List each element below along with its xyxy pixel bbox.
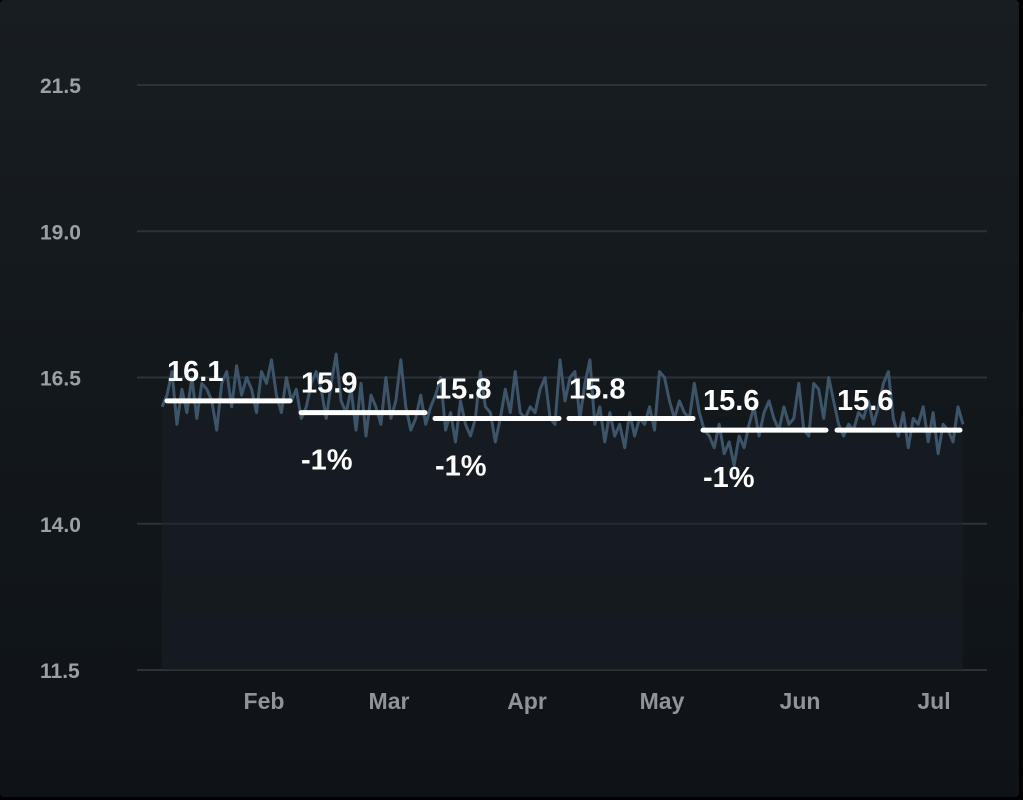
- monthly-average-label: 15.6: [837, 385, 893, 417]
- x-tick-label: May: [640, 688, 685, 714]
- monthly-change-label: -1%: [703, 462, 755, 494]
- y-tick-label: 19.0: [40, 221, 81, 244]
- monthly-average-label: 16.1: [167, 356, 223, 388]
- x-tick-label: Jun: [780, 688, 821, 714]
- y-tick-label: 16.5: [40, 368, 81, 391]
- y-tick-label: 14.0: [40, 514, 81, 537]
- x-tick-label: Mar: [369, 688, 410, 714]
- monthly-average-label: 15.6: [703, 385, 759, 417]
- series-line: [160, 352, 965, 467]
- x-tick-label: Jul: [917, 688, 950, 714]
- y-tick-label: 11.5: [40, 660, 80, 683]
- x-tick-label: Feb: [244, 688, 285, 714]
- monthly-average-label: 15.8: [569, 373, 625, 405]
- y-tick-label: 21.5: [40, 75, 81, 98]
- monthly-change-label: -1%: [301, 445, 353, 477]
- series-area: [162, 354, 963, 670]
- monthly-change-label: -1%: [435, 450, 487, 482]
- monthly-average-label: 15.9: [301, 368, 357, 400]
- monthly-average-label: 15.8: [435, 373, 491, 405]
- x-tick-label: Apr: [507, 688, 547, 714]
